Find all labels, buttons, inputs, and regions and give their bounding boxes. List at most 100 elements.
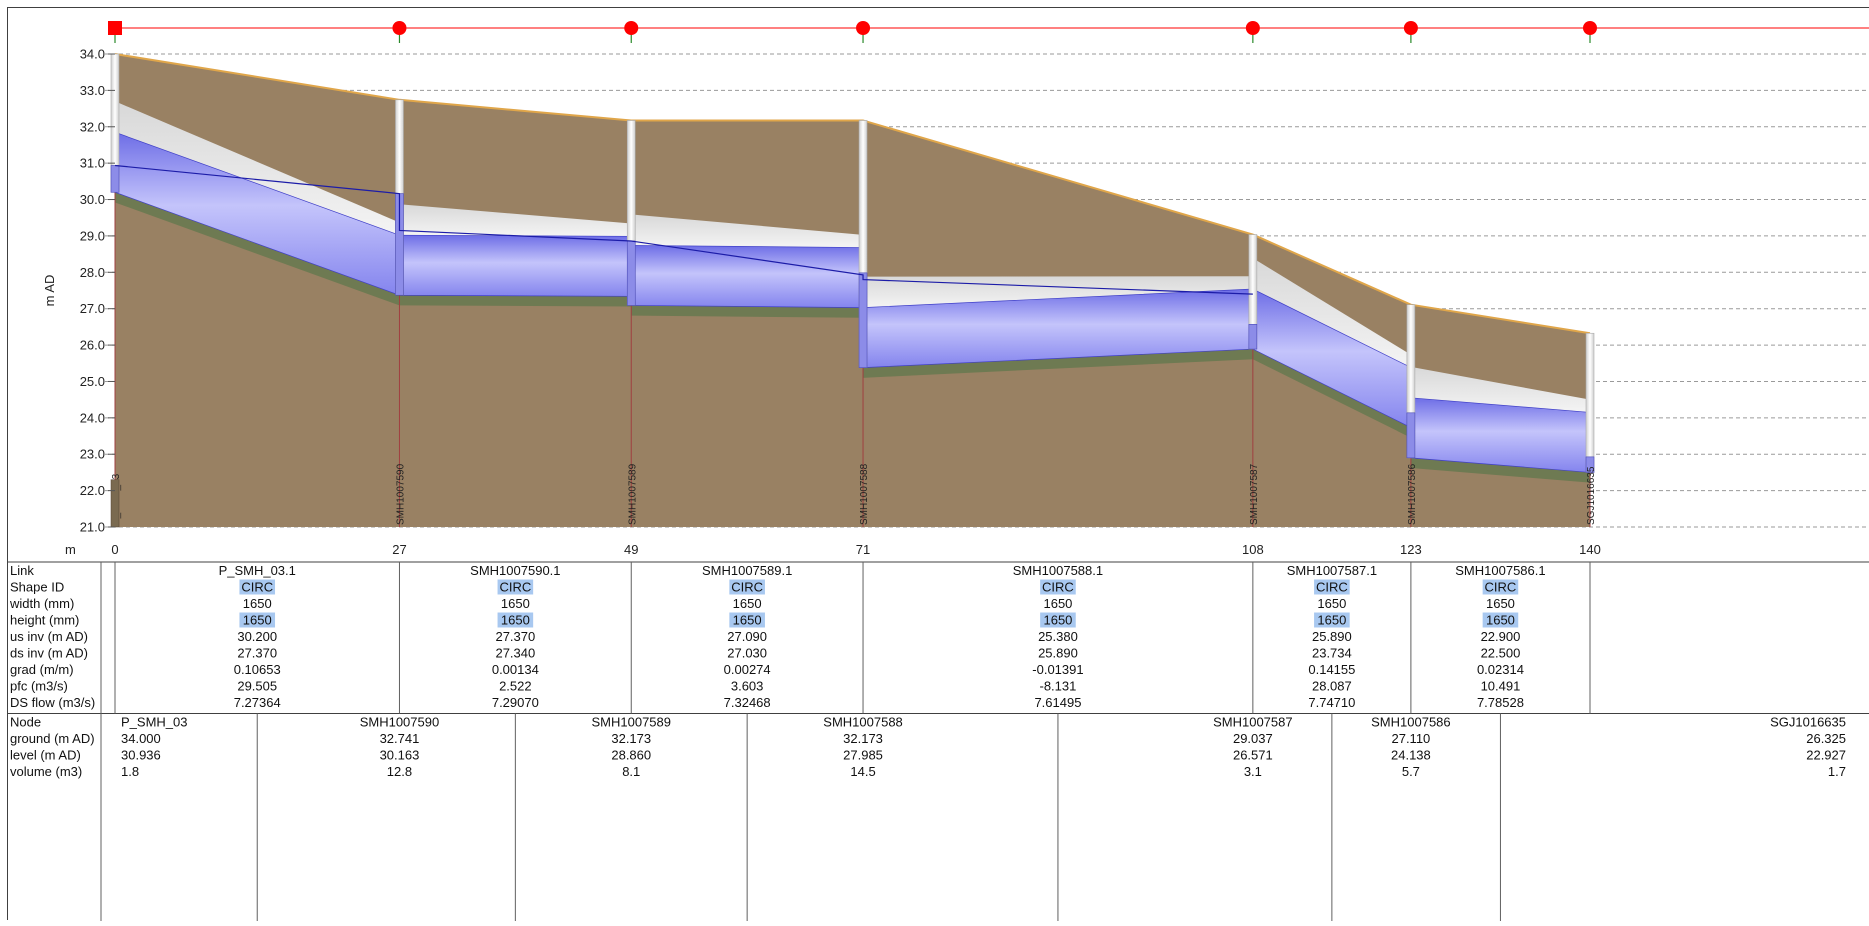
manhole-water-SMH1007588 — [858, 272, 868, 368]
x-tick-label: 140 — [1579, 542, 1601, 557]
link-cell-width: 1650 — [1317, 596, 1346, 611]
link-row-label: width (mm) — [9, 596, 74, 611]
node-cell-ground: 32.173 — [843, 731, 883, 746]
pipe-bedding-1 — [399, 295, 632, 307]
link-cell-ds_inv: 27.370 — [237, 646, 277, 661]
link-cell-id: P_SMH_03.1 — [219, 563, 296, 578]
node-cell-volume: 3.1 — [1244, 764, 1262, 779]
pipe-bedding-0 — [115, 192, 400, 306]
manhole-shafts: P_SMH_03SMH1007590SMH1007589SMH1007588SM… — [110, 53, 1597, 528]
manhole-shaft-SGJ1016635 — [1585, 332, 1595, 473]
link-cell-ds_flow: 7.29070 — [492, 695, 539, 710]
y-tick-label: 33.0 — [80, 83, 105, 98]
y-axis-label: m AD — [42, 275, 57, 307]
y-tick-label: 23.0 — [80, 447, 105, 462]
node-marker-SMH1007589[interactable] — [624, 21, 639, 35]
link-cell-pfc: -8.131 — [1040, 679, 1077, 694]
link-cell-grad: 0.14155 — [1308, 662, 1355, 677]
node-cell-ground: 32.741 — [380, 731, 420, 746]
node-cell-ground: 27.110 — [1391, 731, 1430, 746]
link-cell-height: 1650 — [1043, 613, 1072, 628]
pipe-bedding-3 — [863, 349, 1253, 378]
link-cell-id: SMH1007587.1 — [1287, 563, 1377, 578]
node-cell-name: SMH1007587 — [1213, 715, 1293, 730]
link-cell-height: 1650 — [733, 613, 762, 628]
link-cell-grad: 0.10653 — [234, 662, 281, 677]
x-tick-label: 27 — [392, 542, 406, 557]
link-cell-ds_flow: 7.78528 — [1477, 695, 1524, 710]
node-cell-volume: 14.5 — [850, 764, 875, 779]
link-cell-grad: 0.00134 — [492, 662, 539, 677]
node-marker-SGJ1016635[interactable] — [1583, 21, 1597, 35]
cell-highlight — [239, 612, 276, 628]
pipe-bedding-2 — [631, 305, 864, 318]
node-row-label: Node — [10, 715, 41, 730]
y-tick-label: 28.0 — [80, 265, 105, 280]
node-marker-P_SMH_03[interactable] — [108, 21, 122, 35]
node-cell-level: 30.936 — [121, 748, 161, 763]
manhole-water-P_SMH_03 — [110, 165, 120, 193]
node-cell-name: P_SMH_03 — [121, 715, 187, 730]
x-tick-label: 123 — [1400, 542, 1422, 557]
pipe-cover-4 — [1252, 258, 1411, 368]
node-cell-volume: 12.8 — [387, 764, 412, 779]
node-markers[interactable] — [108, 21, 1869, 43]
link-cell-width: 1650 — [243, 596, 272, 611]
y-tick-label: 32.0 — [80, 119, 105, 134]
link-cell-id: SMH1007590.1 — [470, 563, 560, 578]
source-box — [110, 479, 120, 528]
node-cell-level: 24.138 — [1391, 748, 1431, 763]
x-axis-label: m — [65, 542, 76, 557]
link-cell-pfc: 2.522 — [499, 679, 532, 694]
link-row-label: pfc (m3/s) — [10, 679, 68, 694]
pipe-SMH1007590.1 — [399, 234, 632, 297]
link-cell-ds_inv: 27.030 — [727, 646, 767, 661]
node-cell-ground: 32.173 — [611, 731, 651, 746]
link-cell-ds_inv: 23.734 — [1312, 646, 1352, 661]
cell-highlight — [729, 579, 765, 595]
x-tick-label: 0 — [111, 542, 118, 557]
cell-highlight — [1040, 579, 1076, 595]
node-cell-volume: 1.7 — [1828, 764, 1846, 779]
y-tick-label: 24.0 — [80, 410, 105, 425]
link-cell-ds_flow: 7.27364 — [234, 695, 281, 710]
link-cell-us_inv: 30.200 — [237, 629, 277, 644]
pipe-bedding-4 — [1252, 349, 1411, 438]
node-row-label: ground (m AD) — [10, 731, 95, 746]
cell-highlight — [1482, 612, 1519, 628]
y-tick-label: 31.0 — [80, 156, 105, 171]
link-cell-width: 1650 — [1043, 596, 1072, 611]
cell-highlight — [1314, 612, 1350, 628]
node-cell-name: SMH1007586 — [1371, 715, 1451, 730]
y-tick-label: 21.0 — [80, 520, 105, 535]
link-cell-shape: CIRC — [241, 580, 273, 595]
manhole-water-SMH1007587 — [1248, 324, 1258, 350]
link-row-label: ds inv (m AD) — [10, 646, 88, 661]
manhole-water-SMH1007586 — [1406, 412, 1416, 459]
link-cell-us_inv: 27.370 — [495, 629, 535, 644]
link-cell-us_inv: 22.900 — [1481, 629, 1521, 644]
long-section-chart: P_SMH_03 SMH1007590 SMH1007589 SMH1007588 SM… — [8, 21, 1869, 921]
link-cell-pfc: 29.505 — [237, 679, 277, 694]
node-marker-SMH1007587[interactable] — [1245, 21, 1260, 35]
link-cell-ds_flow: 7.32468 — [724, 695, 771, 710]
node-marker-SMH1007588[interactable] — [856, 21, 871, 35]
node-cell-ground: 29.037 — [1233, 731, 1273, 746]
axes: 34.0 33.0 32.0 31.0 30.0 29.0 28.0 27.0 26.0 25.0… — [42, 47, 1601, 558]
link-row-label: Link — [10, 563, 34, 578]
node-label-SMH1007588: SMH1007588 — [859, 463, 870, 525]
hydraulic-grade-line — [114, 164, 1253, 295]
link-cell-shape: CIRC — [1042, 580, 1074, 595]
node-row-label: level (m AD) — [10, 748, 81, 763]
node-label-SMH1007587: SMH1007587 — [1249, 463, 1260, 525]
link-cell-pfc: 10.491 — [1481, 679, 1521, 694]
manhole-water-SGJ1016635 — [1585, 456, 1595, 473]
link-cell-id: SMH1007589.1 — [702, 563, 792, 578]
node-cell-level: 22.927 — [1806, 748, 1846, 763]
pipe-cover-3 — [863, 276, 1253, 308]
node-marker-SMH1007590[interactable] — [392, 21, 407, 35]
node-marker-SMH1007586[interactable] — [1403, 21, 1418, 35]
pipe-bedding-5 — [1410, 457, 1590, 483]
link-cell-grad: 0.02314 — [1477, 662, 1524, 677]
